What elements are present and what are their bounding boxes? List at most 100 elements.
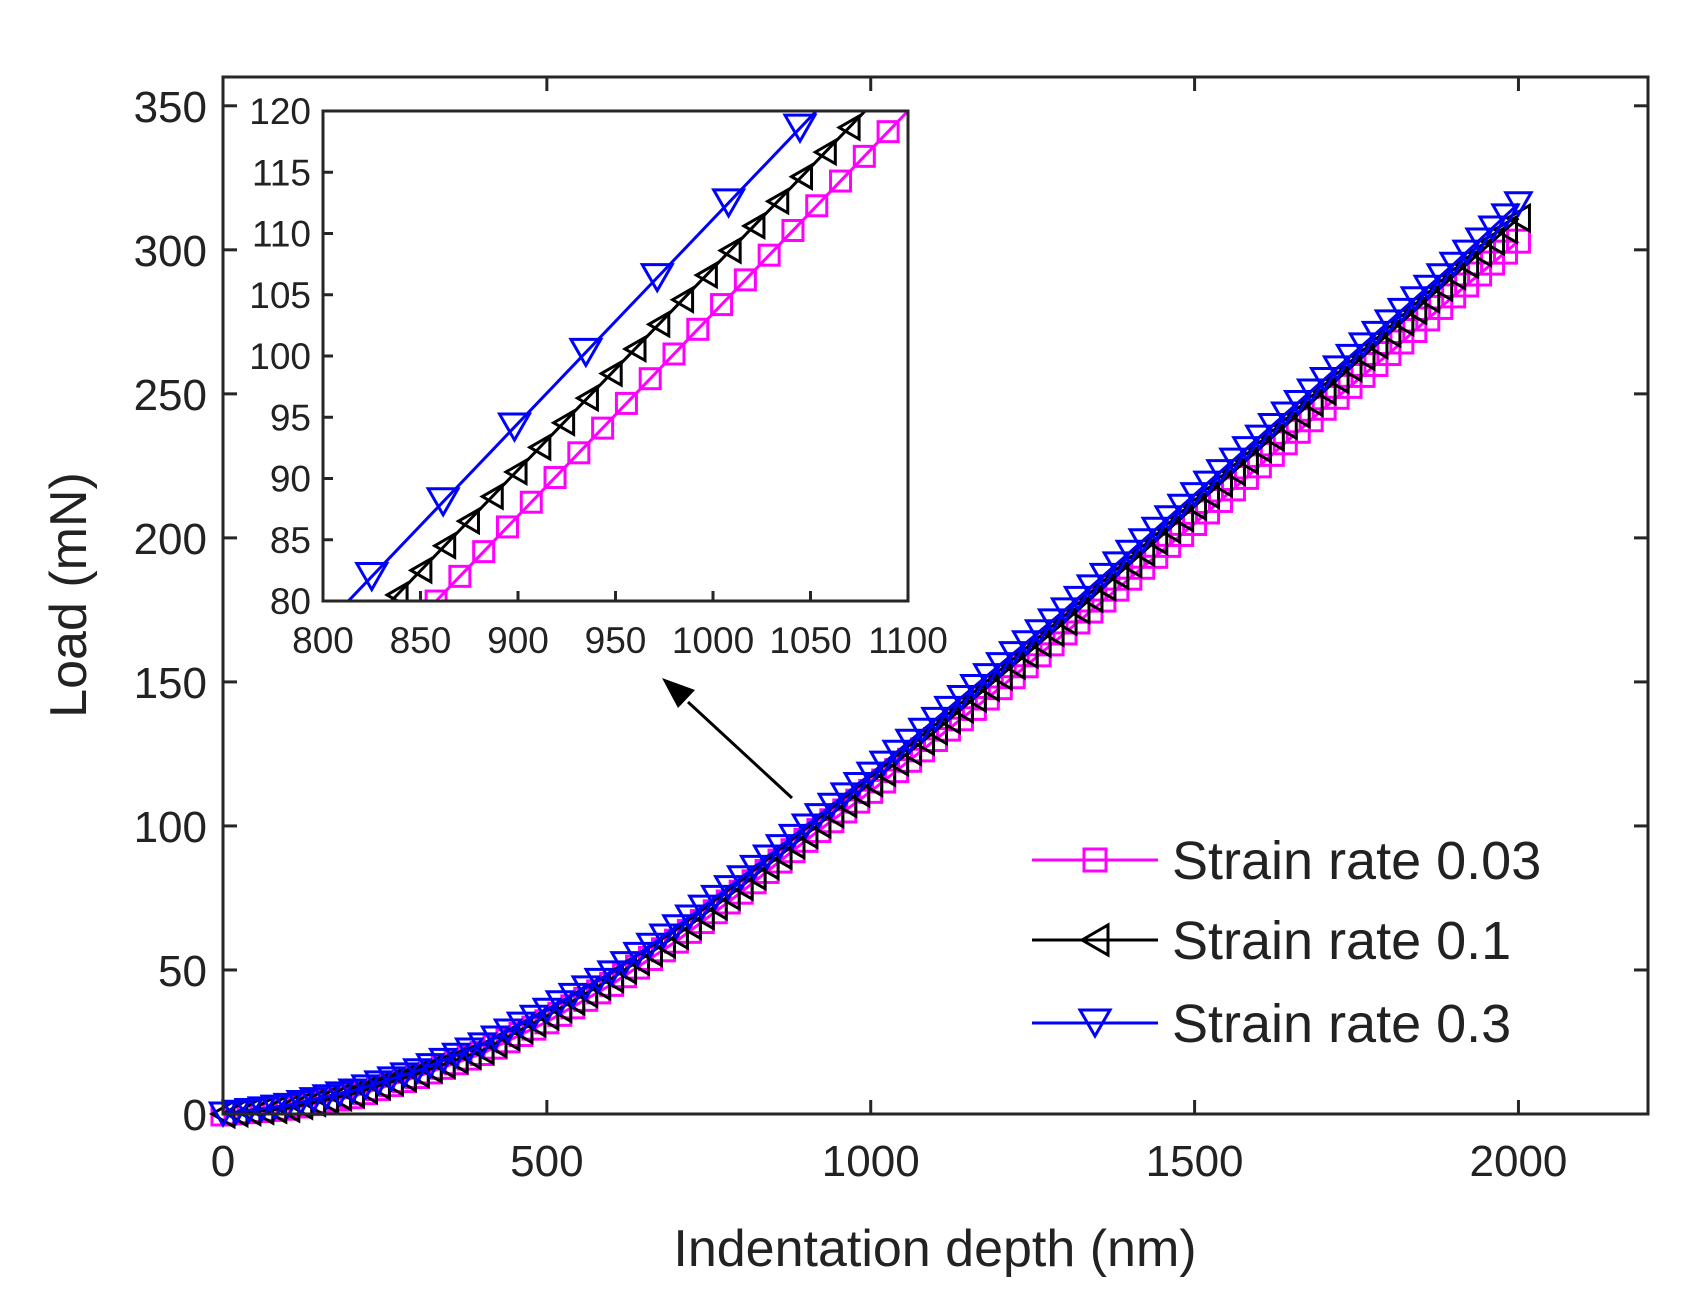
data-point-marker	[1153, 505, 1184, 532]
data-point-marker	[688, 900, 715, 932]
inset-data-point-marker	[812, 138, 837, 167]
legend-label-strain-rate-0.03: Strain rate 0.03	[1172, 831, 1541, 891]
data-point-marker	[609, 951, 640, 978]
data-point-marker	[1231, 436, 1262, 463]
data-point-marker	[1439, 260, 1467, 292]
data-point-marker	[997, 641, 1029, 668]
data-point-marker	[753, 850, 780, 881]
data-point-marker	[1412, 274, 1444, 302]
inset-y-tick-label: 115	[252, 152, 311, 193]
inset-data-point-marker	[354, 562, 390, 593]
inset-series-line	[434, 111, 908, 601]
data-point-marker	[855, 761, 886, 789]
data-point-marker	[1051, 606, 1078, 637]
inset-y-tick-label: 95	[270, 397, 311, 438]
data-point-marker	[1012, 639, 1039, 670]
inset-background	[323, 111, 908, 601]
data-point-marker	[324, 1081, 355, 1108]
data-point-marker	[635, 932, 666, 960]
data-point-marker	[1141, 525, 1169, 557]
data-point-marker	[764, 834, 796, 861]
y-axis-title: Load (mN)	[40, 472, 98, 718]
inset-data-point-marker	[711, 188, 747, 219]
inset-x-tick-label: 950	[585, 620, 647, 661]
data-point-marker	[712, 875, 744, 902]
inset-data-point-marker	[495, 515, 519, 539]
data-point-marker	[856, 767, 884, 798]
data-point-marker	[298, 1087, 329, 1114]
x-tick-label: 0	[211, 1137, 235, 1186]
inset-series-strain-rate-0.3	[347, 111, 818, 601]
inset-data-point-marker	[519, 490, 543, 514]
y-tick-label: 250	[134, 371, 207, 420]
data-point-marker	[1400, 295, 1428, 326]
inset-data-point-marker	[431, 531, 457, 560]
data-point-marker	[1321, 355, 1353, 382]
legend-entry-strain-rate-0.03: Strain rate 0.03	[1032, 831, 1541, 891]
data-point-marker	[415, 1053, 446, 1080]
legend-label-strain-rate-0.1: Strain rate 0.1	[1172, 911, 1511, 971]
inset-data-point-marker	[455, 507, 480, 536]
inset-data-point-marker	[852, 144, 876, 168]
data-point-marker	[740, 860, 767, 892]
inset-data-point-marker	[543, 466, 567, 490]
data-point-marker	[959, 674, 990, 701]
y-tick-label: 200	[134, 515, 207, 564]
data-point-marker	[1348, 341, 1376, 372]
inset-y-tick-label: 120	[249, 91, 311, 132]
data-point-marker	[1166, 493, 1197, 521]
inset-data-point-marker	[526, 433, 552, 462]
data-point-marker	[466, 1032, 498, 1059]
data-point-marker	[727, 871, 754, 902]
data-point-marker	[1438, 251, 1469, 279]
data-point-marker	[337, 1078, 368, 1105]
inset-data-point-marker	[788, 162, 814, 191]
data-point-marker	[842, 771, 874, 799]
inset-data-point-marker	[740, 211, 766, 241]
inset-data-point-marker	[733, 268, 757, 292]
data-point-marker	[1063, 594, 1091, 626]
inset-y-tick-label: 100	[249, 336, 311, 377]
data-point-marker	[1295, 378, 1327, 405]
data-point-marker	[714, 880, 741, 912]
data-point-marker	[1426, 272, 1454, 303]
inset-data-point-marker	[503, 457, 528, 487]
data-point-marker	[1115, 548, 1143, 580]
inset-y-tick-label: 80	[270, 581, 311, 622]
data-point-marker	[1282, 390, 1314, 417]
inset-series-strain-rate-0.1	[384, 111, 867, 601]
data-point-marker	[778, 829, 806, 861]
data-point-marker	[363, 1070, 394, 1097]
inset-data-point-marker	[710, 293, 734, 317]
data-point-marker	[817, 798, 845, 830]
data-point-marker	[1127, 528, 1159, 555]
data-point-marker	[596, 960, 627, 987]
data-point-marker	[1271, 410, 1298, 441]
data-point-marker	[947, 693, 974, 725]
data-point-marker	[389, 1062, 420, 1089]
data-point-marker	[661, 914, 692, 941]
data-point-marker	[1334, 343, 1366, 371]
data-point-marker	[1374, 318, 1402, 349]
inset-data-point-marker	[836, 113, 861, 142]
data-point-marker	[803, 803, 835, 830]
data-point-marker	[1477, 215, 1508, 242]
inset-data-point-marker	[598, 359, 623, 388]
zoom-arrow-shaft	[686, 700, 794, 800]
data-point-marker	[907, 717, 938, 745]
inset-data-point-marker	[567, 441, 591, 465]
data-point-marker	[1179, 482, 1210, 509]
legend-marker-triangle-down	[1077, 1008, 1113, 1040]
inset-data-point-marker	[425, 487, 461, 518]
data-point-marker	[868, 750, 899, 778]
inset-data-point-marker	[639, 263, 675, 294]
data-point-marker	[1219, 456, 1246, 487]
y-tick-label: 0	[183, 1091, 207, 1140]
data-point-marker	[701, 890, 728, 922]
data-point-marker	[1154, 514, 1182, 545]
x-tick-label: 1000	[822, 1137, 920, 1186]
data-point-marker	[1336, 352, 1363, 384]
inset-data-point-marker	[805, 194, 829, 218]
inset-y-tick-label: 90	[270, 459, 311, 500]
data-point-marker	[933, 695, 964, 723]
